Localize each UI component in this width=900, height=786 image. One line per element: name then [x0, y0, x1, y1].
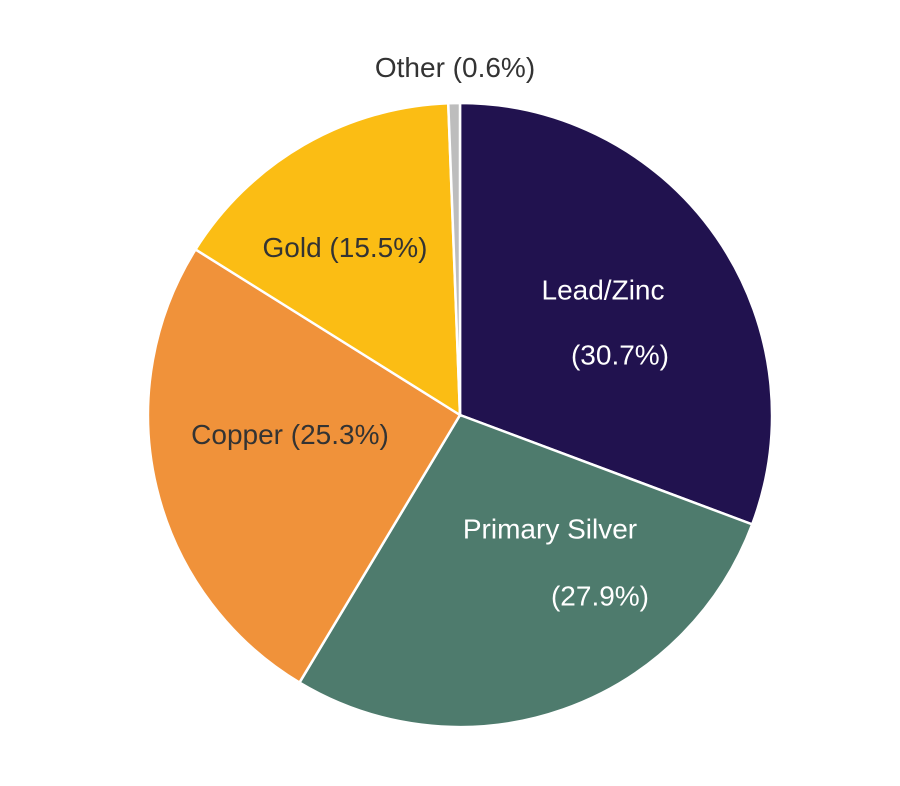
slice-value-label: (0.6%) [445, 52, 535, 83]
slice-label: Primary Silver [463, 513, 637, 544]
pie-slice [193, 101, 462, 418]
slice-label: Gold [263, 232, 322, 263]
slice-label: Lead/Zinc [542, 274, 665, 305]
slice-value-label: (15.5%) [322, 232, 428, 263]
pie-slice [446, 101, 462, 416]
pie-slice [297, 413, 754, 729]
slice-value-label: (27.9%) [551, 580, 649, 611]
pie-slice [146, 247, 462, 685]
slice-label: Other [375, 52, 445, 83]
slice-label-group: Other (0.6%) [375, 52, 535, 83]
slice-label-group: Gold (15.5%) [263, 232, 428, 263]
slice-label-group: Copper (25.3%) [191, 419, 389, 450]
slice-value-label: (30.7%) [571, 339, 669, 370]
pie-slice [458, 101, 774, 526]
slice-value-label: (25.3%) [283, 419, 389, 450]
slice-label: Copper [191, 419, 283, 450]
